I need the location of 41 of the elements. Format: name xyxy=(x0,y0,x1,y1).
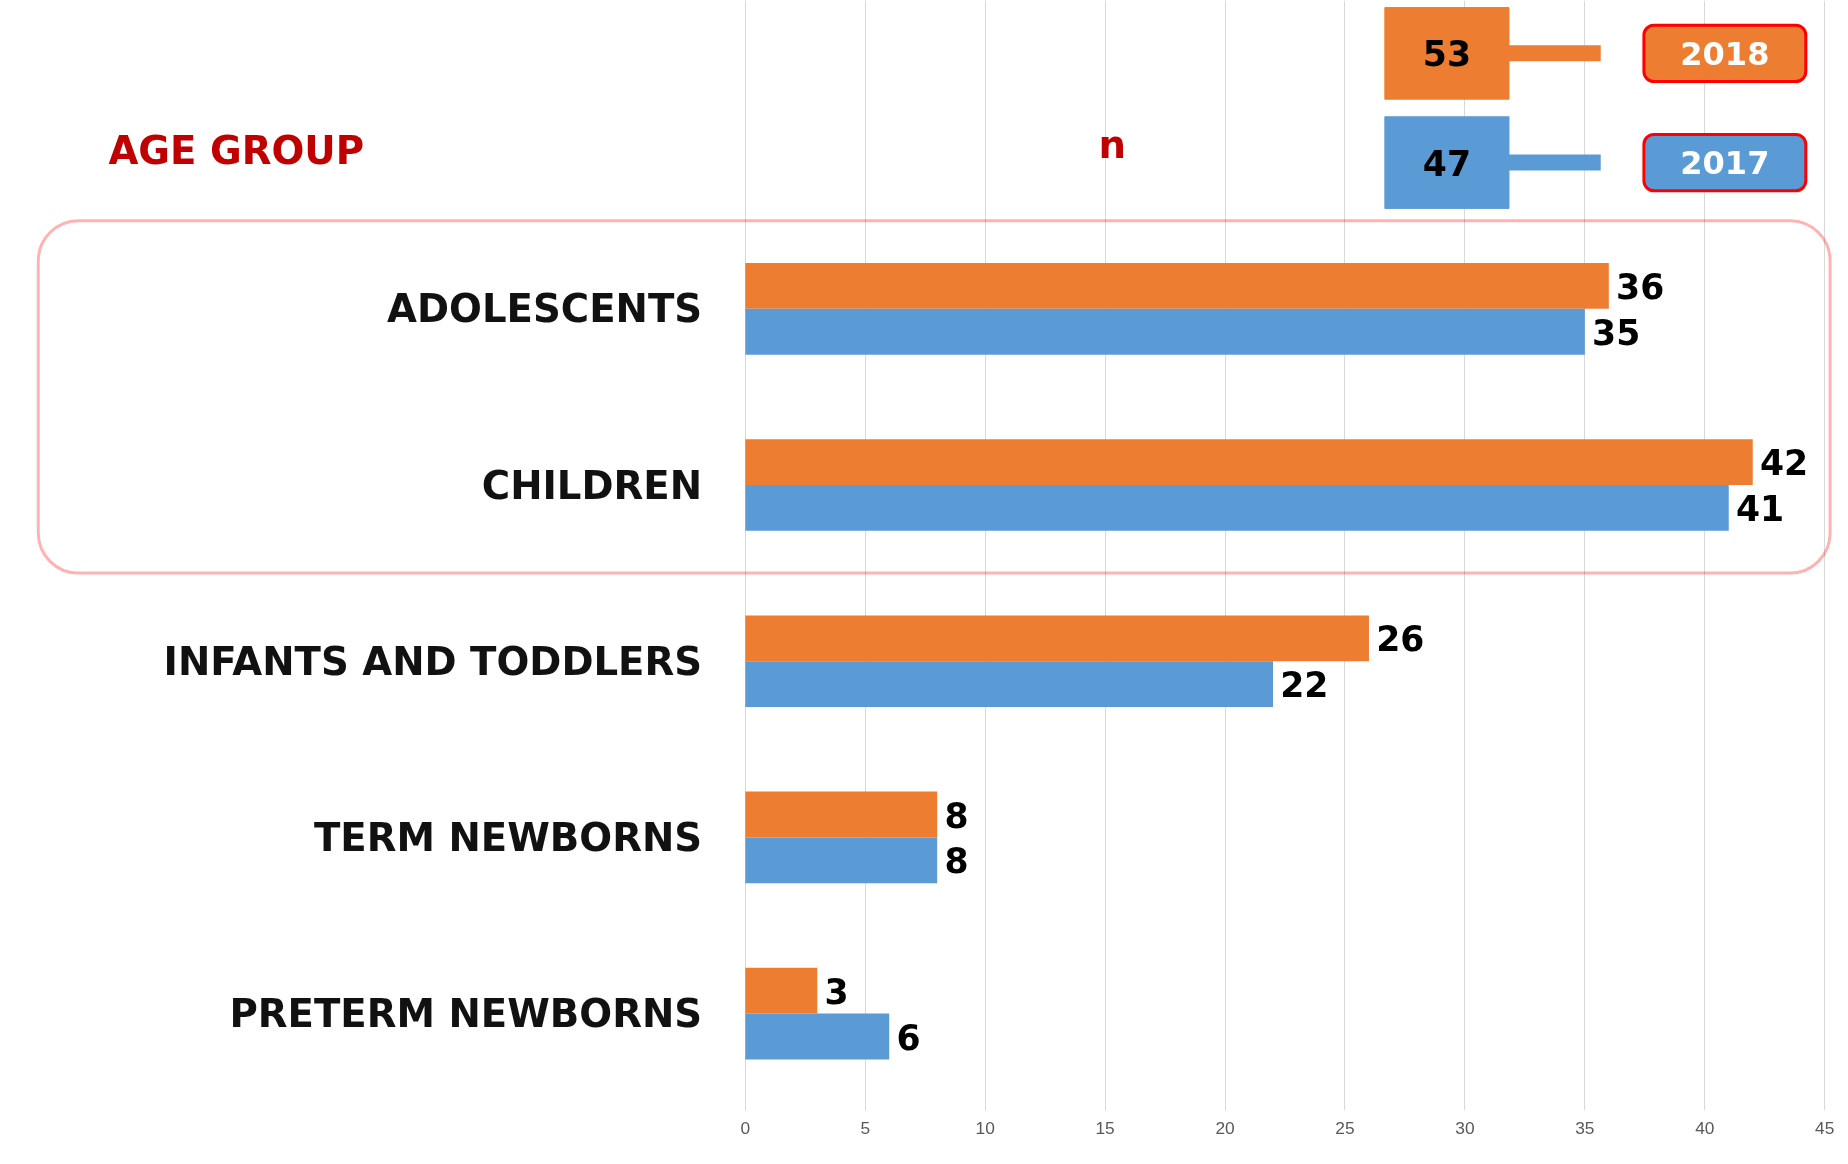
bar xyxy=(745,837,938,884)
y-tick-label: ADOLESCENTS xyxy=(387,286,703,332)
y-tick-label: INFANTS AND TODDLERS xyxy=(163,638,703,684)
bar xyxy=(745,263,1609,309)
bar xyxy=(745,967,818,1014)
x-tick-label: 30 xyxy=(1455,1117,1475,1138)
bar xyxy=(745,615,1369,662)
x-tick-label: 45 xyxy=(1815,1117,1835,1138)
text: 2017 xyxy=(1680,144,1770,183)
data-label: 8 xyxy=(944,841,969,882)
data-label: 6 xyxy=(896,1017,921,1058)
bar xyxy=(745,308,1585,355)
x-tick-label: 40 xyxy=(1695,1117,1715,1138)
bar xyxy=(745,791,938,838)
x-tick-label: 25 xyxy=(1335,1117,1355,1138)
text: 2018 xyxy=(1680,34,1770,73)
data-label: 36 xyxy=(1616,266,1665,307)
x-tick-label: 5 xyxy=(860,1117,871,1138)
x-tick-label: 10 xyxy=(975,1117,995,1138)
bar xyxy=(745,661,1274,708)
data-label: 22 xyxy=(1280,665,1329,706)
data-label: 8 xyxy=(944,795,969,836)
y-tick-label: PRETERM NEWBORNS xyxy=(229,991,703,1037)
data-label: 41 xyxy=(1735,488,1785,529)
x-tick-label: 0 xyxy=(740,1117,751,1138)
y-tick-label: TERM NEWBORNS xyxy=(313,814,703,860)
data-label: 42 xyxy=(1759,443,1809,484)
data-label: 26 xyxy=(1376,619,1425,660)
y-tick-label: CHILDREN xyxy=(481,462,703,508)
text: 53 xyxy=(1422,34,1472,75)
x-tick-label: 35 xyxy=(1575,1117,1595,1138)
bar xyxy=(745,439,1753,486)
x-tick-label: 15 xyxy=(1095,1117,1115,1138)
data-label: 3 xyxy=(824,971,849,1012)
x-axis-title: n xyxy=(1098,122,1127,168)
bar xyxy=(745,485,1729,531)
y-axis-title: AGE GROUP xyxy=(108,127,365,173)
x-tick-label: 20 xyxy=(1215,1117,1235,1138)
bar xyxy=(745,1013,890,1060)
data-label: 35 xyxy=(1592,312,1641,353)
text: 47 xyxy=(1422,143,1472,184)
